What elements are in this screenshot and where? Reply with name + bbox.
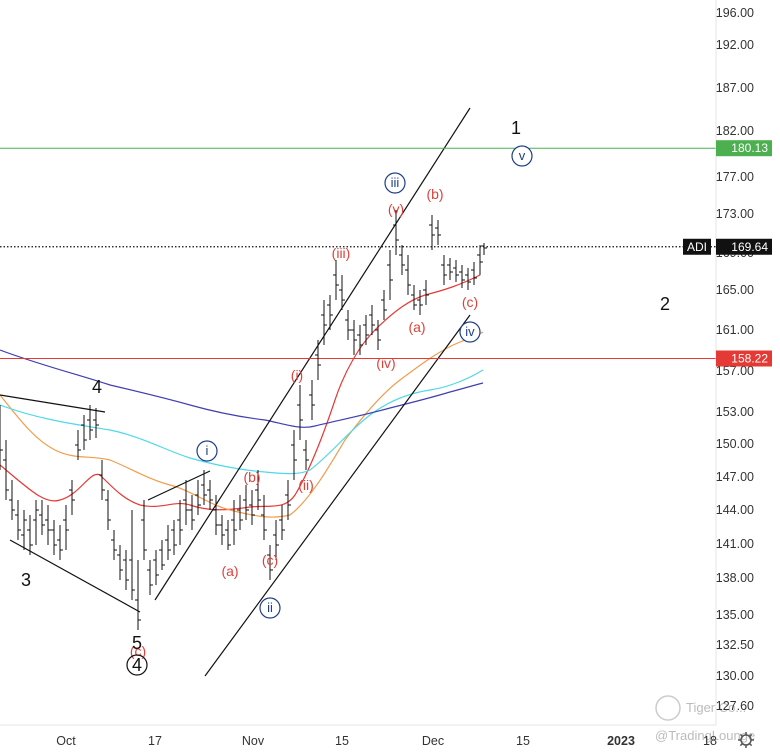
y-tick-label: 182.00 (716, 124, 754, 138)
y-tick-label: 153.00 (716, 405, 754, 419)
wave-label-red: (ii) (298, 477, 314, 493)
y-tick-label: 187.00 (716, 81, 754, 95)
price-axis[interactable]: 196.00 192.00 187.00 182.00 177.00 173.00 169.… (715, 0, 772, 725)
wave-label-black: 4 (132, 655, 142, 675)
y-tick-label: 141.00 (716, 537, 754, 551)
x-tick-label: 17 (148, 734, 162, 748)
wave-marker-circle (196, 440, 218, 462)
wave-marker-circle (126, 654, 148, 676)
watermark-handle: @TradingLounge (655, 728, 755, 743)
y-tick-label: 135.00 (716, 608, 754, 622)
moving-average-line (0, 349, 484, 428)
wave-marker-circle (384, 172, 406, 194)
x-tick-label: Dec (422, 734, 444, 748)
wave-label-red: (a) (221, 563, 238, 579)
ticker-tag (683, 238, 711, 255)
price-tag (716, 140, 772, 157)
watermark-logo (655, 695, 681, 721)
wave-label-blue: ii (267, 600, 273, 615)
wave-label-blue: iv (465, 324, 475, 339)
plot-area: ADI (v) (b) (iii) (a) (c) (iv) (i) (ii) (b) (a) (c)… (0, 107, 755, 743)
wave-label-black: 5 (132, 633, 142, 653)
x-tick-label: 2023 (607, 734, 635, 748)
trend-line[interactable] (154, 107, 471, 601)
wave-label-red: (b) (426, 186, 443, 202)
trend-line[interactable] (0, 394, 106, 413)
wave-label-black: 3 (21, 570, 31, 590)
y-tick-label: 127.60 (716, 699, 754, 713)
y-tick-label: 132.50 (716, 638, 754, 652)
gear-icon[interactable] (738, 732, 754, 748)
moving-average-line (0, 274, 481, 511)
wave-label-red: (a) (408, 319, 425, 335)
wave-marker-circle (459, 321, 481, 343)
wave-label-red: (b) (243, 469, 260, 485)
y-tick-label: 161.00 (716, 323, 754, 337)
wave-label-black: 1 (511, 118, 521, 138)
price-tag (716, 238, 772, 255)
wave-label-red: (c) (262, 552, 278, 568)
y-tick-label: 196.00 (716, 6, 754, 20)
y-tick-label: 177.00 (716, 170, 754, 184)
time-axis[interactable]: Oct 17 Nov 15 Dec 15 2023 18 (0, 724, 754, 748)
wave-label-blue: i (206, 443, 209, 458)
wave-label-black: 2 (660, 294, 670, 314)
wave-label-red: (i) (291, 367, 303, 383)
trend-line[interactable] (147, 470, 211, 501)
price-tag-label: 169.64 (731, 240, 768, 254)
y-tick-label: 138.00 (716, 571, 754, 585)
y-tick-label: 147.00 (716, 470, 754, 484)
wave-label-red: (c) (462, 294, 478, 310)
wave-label-red: (v) (388, 201, 404, 217)
trend-line[interactable] (204, 314, 471, 677)
y-tick-label: 165.00 (716, 283, 754, 297)
x-tick-label: 18 (703, 734, 717, 748)
y-tick-label: 157.00 (716, 364, 754, 378)
x-tick-label: Oct (56, 734, 76, 748)
y-tick-label: 192.00 (716, 38, 754, 52)
trend-line[interactable] (9, 539, 141, 613)
wave-marker-circle (511, 145, 533, 167)
wave-label-black: 4 (92, 377, 102, 397)
x-tick-label: Nov (242, 734, 265, 748)
price-tag (716, 350, 772, 367)
x-tick-label: 15 (335, 734, 349, 748)
wave-label-red: (iv) (376, 355, 395, 371)
ticker-label: ADI (687, 240, 707, 254)
y-tick-label: 173.00 (716, 207, 754, 221)
x-tick-label: 15 (516, 734, 530, 748)
y-tick-label: 144.00 (716, 503, 754, 517)
moving-average-line (0, 331, 484, 518)
wave-marker-circle (259, 597, 281, 619)
wave-label-blue: v (519, 148, 526, 163)
price-tag-label: 158.22 (731, 351, 768, 365)
price-tag-label: 180.13 (731, 141, 768, 155)
wave-label-blue: iii (391, 175, 400, 190)
moving-average-line (0, 369, 484, 475)
y-tick-label: 130.00 (716, 669, 754, 683)
wave-label-red: (iii) (332, 245, 351, 261)
y-tick-label: 150.00 (716, 437, 754, 451)
